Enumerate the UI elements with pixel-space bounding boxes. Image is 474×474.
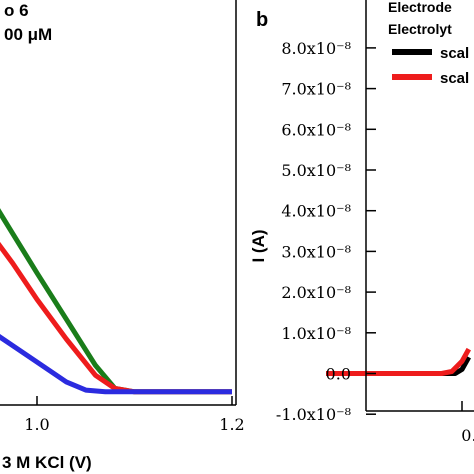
panel-b-y-label: I (A) — [249, 229, 268, 262]
panel-b-y-tick-label-3: 6.0x10⁻⁸ — [281, 120, 351, 139]
panel-a-x-ticks: 1.0 1.2 — [24, 396, 245, 434]
panel-b-y-tick-label-1: 8.0x10⁻⁸ — [281, 39, 351, 58]
panel-b-series-group — [326, 347, 471, 376]
panel-b-y-tick-label-10: -1.0x10⁻⁸ — [276, 405, 351, 424]
legend-label-1: scal — [440, 45, 469, 62]
panel-a-series-group — [0, 208, 232, 395]
panel-a-x-tick-label-1: 1.0 — [24, 415, 49, 434]
panel-b-label: b — [256, 9, 268, 31]
panel-a-x-label: 3 M KCl (V) — [2, 453, 92, 472]
legend-title-line-1: Electrode — [388, 0, 452, 15]
panel-b-x-ticks: 0.8 — [461, 401, 474, 445]
panel-b-y-ticks: 8.0x10⁻⁸ 7.0x10⁻⁸ 6.0x10⁻⁸ 5.0x10⁻⁸ 4.0x10⁻⁸… — [276, 39, 376, 424]
panel-b-y-tick-label-5: 4.0x10⁻⁸ — [281, 202, 351, 221]
panel-a-series-line-1 — [0, 208, 232, 395]
panel-b-y-tick-label-6: 3.0x10⁻⁸ — [281, 242, 351, 261]
panel-a-text-line-2: 00 μM — [4, 25, 52, 44]
panel-a-x-tick-label-2: 1.2 — [219, 415, 244, 434]
panel-b: b Electrode Electrolyt scal scal 8.0x10⁻⁸… — [249, 0, 474, 445]
panel-b-y-tick-label-8: 1.0x10⁻⁸ — [281, 324, 351, 343]
panel-a-series-line-2 — [0, 241, 232, 395]
legend-label-2: scal — [440, 70, 469, 87]
panel-a-series-line-3 — [0, 334, 232, 395]
panel-b-y-tick-label-2: 7.0x10⁻⁸ — [281, 80, 351, 99]
panel-b-y-tick-label-4: 5.0x10⁻⁸ — [281, 161, 351, 180]
legend-title-line-2: Electrolyt — [388, 21, 452, 37]
panel-b-x-tick-label-1: 0.8 — [461, 426, 474, 445]
legend: scal scal — [392, 45, 469, 87]
panel-b-y-tick-label-7: 2.0x10⁻⁸ — [281, 283, 351, 302]
panel-a-text-line-1: o 6 — [4, 1, 29, 20]
panel-b-series-line-2 — [326, 347, 471, 376]
panel-b-y-tick-label-9: 0.0 — [326, 365, 351, 384]
panel-a: o 6 00 μM 1.0 1.2 3 M KCl (V) — [0, 0, 245, 472]
